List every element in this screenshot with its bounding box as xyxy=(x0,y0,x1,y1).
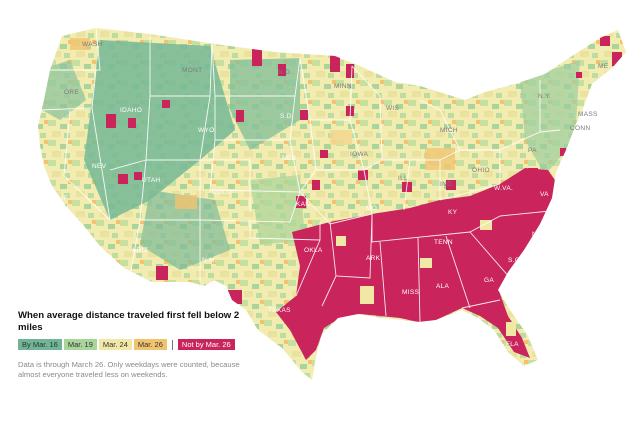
state-label: N.C. xyxy=(532,231,546,238)
state-label: IND xyxy=(440,181,452,188)
legend-swatch: Mar. 26 xyxy=(133,339,167,350)
state-label: COLO xyxy=(212,189,232,196)
state-label: N.M. xyxy=(202,257,217,264)
state-label: N.Y. xyxy=(538,93,551,100)
state-label: MICH xyxy=(440,127,458,134)
legend-note: Data is through March 26. Only weekdays … xyxy=(18,360,240,379)
state-label: WIS xyxy=(386,105,400,112)
state-label: TEXAS xyxy=(268,307,291,314)
state-label: VA xyxy=(540,191,549,198)
state-label: WASH xyxy=(82,41,102,48)
state-label: MISS xyxy=(402,289,419,296)
state-label: ME xyxy=(598,63,609,70)
state-label: MASS xyxy=(578,111,598,118)
state-label: ARIZ xyxy=(132,247,148,254)
state-label: NEV xyxy=(92,163,107,170)
state-label: GA xyxy=(484,277,494,284)
state-label: ILL xyxy=(398,175,408,182)
state-label: CONN xyxy=(570,125,590,132)
state-label: FLA xyxy=(506,341,519,348)
state-label: WYO xyxy=(198,127,214,134)
state-label: MONT xyxy=(182,67,202,74)
state-label: UTAH xyxy=(142,177,160,184)
legend: When average distance traveled first fel… xyxy=(18,310,248,380)
state-label: S.D. xyxy=(280,113,294,120)
legend-title: When average distance traveled first fel… xyxy=(18,310,240,333)
legend-swatch: By Mar. 16 xyxy=(18,339,62,350)
state-label: CALIF xyxy=(48,195,68,202)
state-label: S.C. xyxy=(508,257,522,264)
state-label: ORE xyxy=(64,89,79,96)
state-label: MO xyxy=(366,205,377,212)
state-label: IOWA xyxy=(350,151,369,158)
legend-swatches: By Mar. 16 Mar. 19 Mar. 24 Mar. 26 Not b… xyxy=(18,339,248,350)
legend-swatch: Mar. 19 xyxy=(63,339,97,350)
state-label: KAN xyxy=(296,201,310,208)
state-label: TENN xyxy=(434,239,453,246)
state-label: LA xyxy=(362,325,371,332)
legend-swatch: Not by Mar. 26 xyxy=(177,339,235,350)
state-label: ALA xyxy=(436,283,450,290)
state-label: OKLA xyxy=(304,247,323,254)
state-label: ARK xyxy=(366,255,381,262)
state-borders xyxy=(39,28,561,323)
state-label: W.VA. xyxy=(494,185,513,192)
state-label: NEB xyxy=(282,155,296,162)
legend-swatch: Mar. 24 xyxy=(98,339,132,350)
state-labels: WASH MONT N.D. MINN ORE IDAHO WYO S.D. W… xyxy=(48,41,609,348)
state-label: N.D. xyxy=(278,69,292,76)
legend-divider xyxy=(171,339,173,350)
state-label: IDAHO xyxy=(120,107,142,114)
state-label: OHIO xyxy=(472,167,490,174)
state-label: MINN xyxy=(334,83,352,90)
state-label: KY xyxy=(448,209,458,216)
state-label: PA xyxy=(528,147,537,154)
